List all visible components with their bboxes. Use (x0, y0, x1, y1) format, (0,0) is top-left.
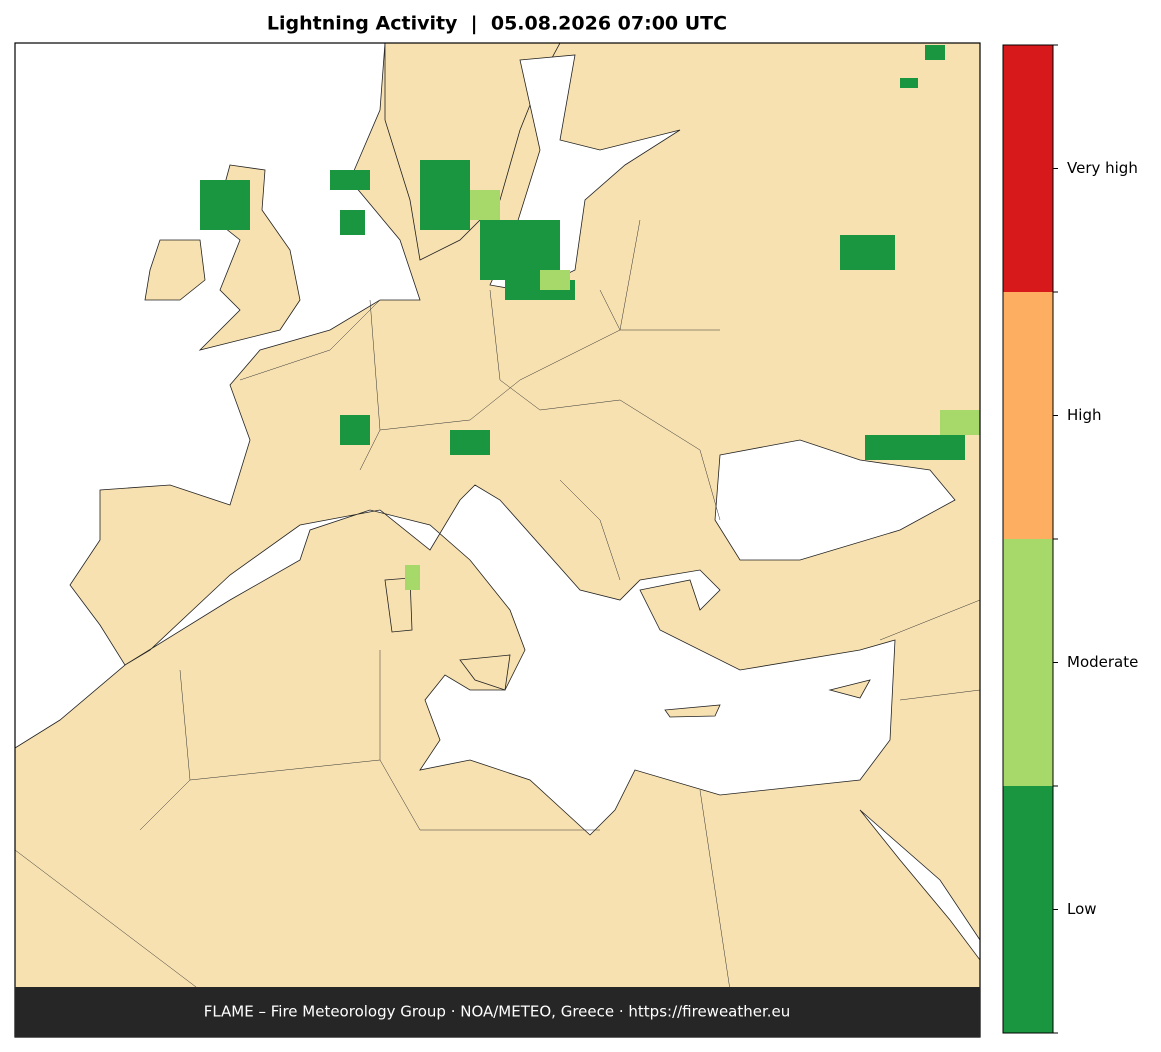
footer-bar (15, 987, 980, 1037)
lightning-cell (865, 435, 965, 460)
lightning-cell (470, 190, 500, 220)
colorbar-segment (1003, 45, 1053, 292)
lightning-cell (450, 430, 490, 455)
borders (15, 219, 980, 991)
colorbar-segment (1003, 292, 1053, 539)
lightning-cell (200, 180, 250, 230)
sardinia (384, 577, 413, 633)
lightning-cell (840, 235, 895, 270)
red-sea (859, 809, 980, 961)
cyprus (828, 679, 871, 699)
atlantic (15, 43, 421, 749)
lightning-cell (900, 78, 918, 88)
lightning-cell (340, 210, 365, 235)
colorbar-label: Very high (1067, 159, 1138, 177)
lightning-cell (925, 45, 945, 60)
lightning-cell (405, 565, 420, 590)
crete (664, 704, 721, 718)
black-sea (714, 439, 956, 561)
colorbar-label: Moderate (1067, 653, 1138, 671)
lightning-cell (540, 270, 570, 290)
colorbar-label: Low (1067, 900, 1097, 918)
colorbar-segment (1003, 786, 1053, 1033)
lightning-cells (200, 45, 980, 590)
map: FLAME – Fire Meteorology Group · NOA/MET… (14, 42, 981, 1038)
colorbar-segment (1003, 539, 1053, 786)
title: Lightning Activity | 05.08.2026 07:00 UT… (267, 13, 727, 35)
footer: FLAME – Fire Meteorology Group · NOA/MET… (204, 1003, 791, 1021)
colorbar: Low Moderate High Very high (1002, 44, 1138, 1034)
ireland (144, 239, 206, 301)
lightning-cell (940, 410, 980, 435)
colorbar-label: High (1067, 406, 1101, 424)
lightning-cell (340, 415, 370, 445)
sicily (459, 654, 511, 691)
lightning-cell (420, 160, 470, 230)
colorbar-frame (1002, 44, 1054, 1034)
mediterranean (124, 484, 896, 836)
lightning-cell (330, 170, 370, 190)
